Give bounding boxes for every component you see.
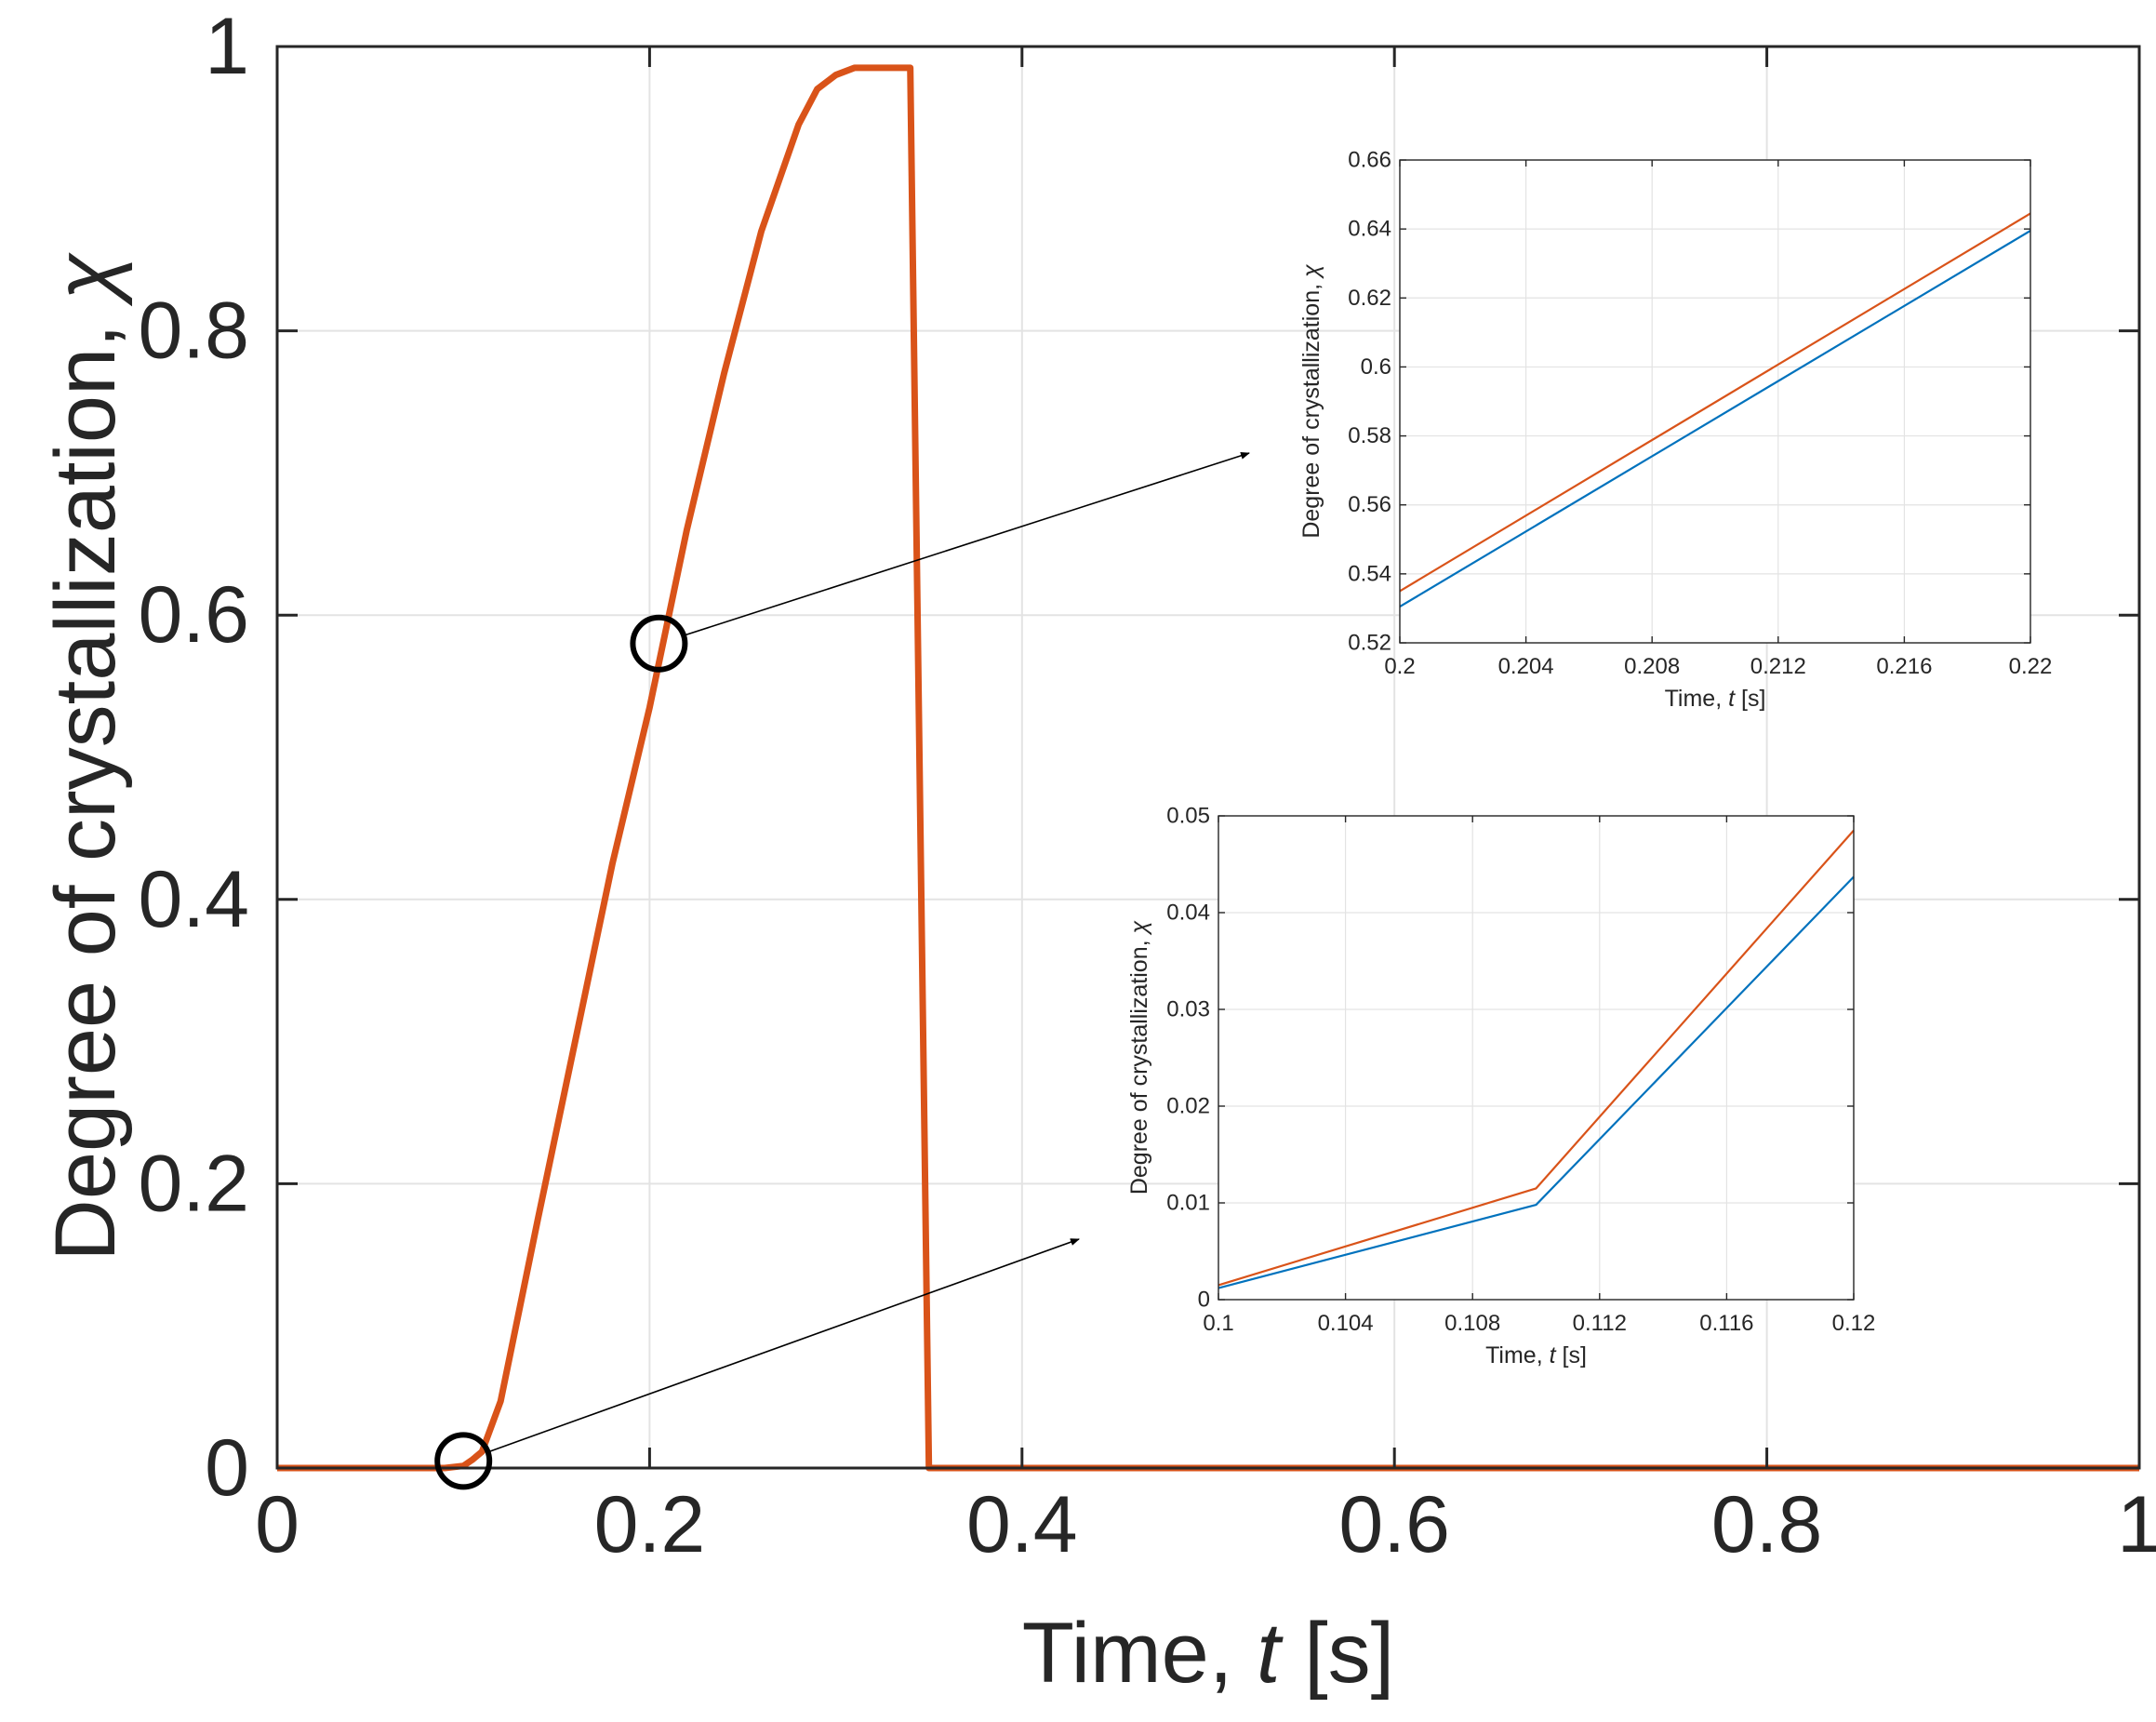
main-y-axis-label-var: χ — [38, 252, 133, 307]
inset_upper-x-axis-label-var: t — [1728, 686, 1736, 712]
inset_upper-x-tick-label: 0.216 — [1876, 654, 1932, 679]
inset_lower-x-axis-label: Time, t [s] — [1485, 1342, 1587, 1368]
zoom-circle-inset_upper — [630, 614, 688, 673]
main-x-tick-label: 0.2 — [594, 1480, 706, 1569]
main-x-axis-label-unit: [s] — [1281, 1606, 1395, 1701]
inset_upper-y-tick-label: 0.56 — [1348, 492, 1391, 517]
inset_upper-x-tick-label: 0.208 — [1624, 654, 1680, 679]
inset_lower-y-tick-label: 0 — [1198, 1288, 1210, 1313]
inset_upper-axes-frame — [1399, 159, 2031, 644]
main-x-axis-label-var: t — [1257, 1606, 1284, 1701]
inset_lower-x-axis-label-text: Time, — [1485, 1342, 1550, 1368]
inset-chart-lower: 0.1 0.104 0.108 0.112 0.116 0.12 0 0.01 0.02 0.03… — [1126, 804, 1875, 1369]
main-y-tick-label: 0.6 — [138, 570, 249, 660]
inset_lower-y-tick-label: 0.01 — [1166, 1191, 1210, 1216]
inset_lower-x-tick-label: 0.108 — [1444, 1311, 1500, 1336]
main-y-tick-label: 1 — [205, 2, 249, 91]
inset_upper-x-tick-label: 0.212 — [1750, 654, 1806, 679]
inset_lower-x-axis-label-unit: [s] — [1556, 1342, 1587, 1368]
inset_lower-y-tick-label: 0.02 — [1166, 1094, 1210, 1119]
inset_upper-x-axis-label-unit: [s] — [1735, 686, 1765, 712]
inset_lower-y-axis-label-text: Degree of crystallization, — [1126, 933, 1152, 1195]
zoom-circle-inset_lower — [434, 1432, 493, 1490]
inset_lower-y-tick-label: 0.05 — [1166, 804, 1210, 829]
inset_upper-y-axis-label-var: χ — [1298, 264, 1324, 279]
main-y-tick-label: 0.2 — [138, 1139, 249, 1228]
inset_upper-y-tick-label: 0.54 — [1348, 561, 1391, 586]
inset_lower-x-tick-label: 0.112 — [1573, 1311, 1627, 1336]
inset_lower-y-axis-label: Degree of crystallization, χ — [1126, 920, 1152, 1195]
main-axes-frame — [275, 45, 2141, 1470]
inset_lower-y-axis-label-var: χ — [1126, 920, 1152, 935]
inset_lower-series-blue-line — [1218, 875, 1855, 1289]
main-x-tick-label: 0.4 — [966, 1480, 1078, 1569]
inset_upper-y-tick-label: 0.52 — [1348, 631, 1391, 656]
main-x-axis-label-text: Time, — [1022, 1606, 1257, 1701]
inset_upper-x-tick-label: 0.2 — [1384, 654, 1415, 679]
inset_upper-y-axis-label: Degree of crystallization, χ — [1298, 264, 1324, 539]
inset_upper-x-tick-label: 0.22 — [2009, 654, 2053, 679]
main-x-tick-label: 1 — [2117, 1480, 2156, 1569]
zoom-annotations — [434, 451, 1250, 1490]
main-x-tick-label: 0.8 — [1711, 1480, 1823, 1569]
inset_lower-x-tick-label: 0.1 — [1203, 1311, 1233, 1336]
main-x-axis-label: Time, t [s] — [1022, 1606, 1394, 1701]
inset_upper-series-blue-line — [1399, 230, 2031, 608]
inset_upper-x-axis-label: Time, t [s] — [1665, 686, 1766, 712]
inset_lower-x-tick-label: 0.12 — [1832, 1311, 1876, 1336]
inset_upper-y-axis-label-text: Degree of crystallization, — [1298, 277, 1324, 539]
inset_lower-plot-area — [1218, 816, 1854, 1300]
main-x-tick-label: 0.6 — [1338, 1480, 1450, 1569]
main-y-tick-label: 0.4 — [138, 855, 249, 944]
inset_upper-x-tick-label: 0.204 — [1498, 654, 1554, 679]
inset_upper-series-orange-line — [1399, 212, 2031, 593]
main-y-tick-label: 0 — [205, 1423, 249, 1513]
inset_upper-y-tick-label: 0.62 — [1348, 286, 1391, 311]
main-y-tick-label: 0.8 — [138, 287, 249, 376]
inset_lower-x-tick-label: 0.104 — [1318, 1311, 1374, 1336]
inset_lower-x-axis-label-var: t — [1550, 1342, 1557, 1368]
inset_lower-y-tick-label: 0.03 — [1166, 997, 1210, 1022]
inset_lower-series-orange-line — [1218, 829, 1855, 1287]
inset-chart-upper: 0.2 0.204 0.208 0.212 0.216 0.22 0.52 0.54 0.56 0… — [1298, 148, 2052, 713]
inset_upper-y-tick-label: 0.66 — [1348, 148, 1391, 173]
zoom-arrow-inset_lower — [487, 1238, 1080, 1453]
main-y-axis-label-text: Degree of crystallization, — [38, 300, 133, 1261]
inset_upper-x-axis-label-text: Time, — [1665, 686, 1729, 712]
inset_upper-y-tick-label: 0.58 — [1348, 423, 1391, 448]
main-x-tick-label: 0 — [255, 1480, 299, 1569]
inset_upper-y-tick-label: 0.6 — [1361, 354, 1391, 380]
inset_lower-axes-frame — [1218, 815, 1855, 1301]
main-crystallization-line — [277, 64, 2139, 1472]
zoom-arrow-inset_upper — [683, 451, 1250, 636]
main-y-axis-label: Degree of crystallization, χ — [38, 252, 133, 1261]
inset_lower-y-tick-label: 0.04 — [1166, 901, 1210, 926]
inset_upper-y-tick-label: 0.64 — [1348, 217, 1391, 242]
inset_lower-x-tick-label: 0.116 — [1699, 1311, 1753, 1336]
